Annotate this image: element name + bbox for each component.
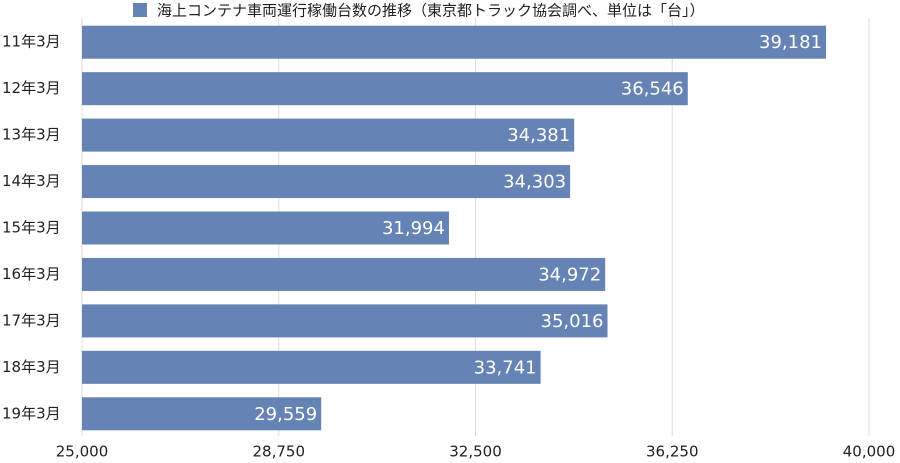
- y-tick-label: 17年3月: [2, 311, 61, 329]
- x-tick-label: 28,750: [253, 443, 306, 461]
- x-tick-label: 40,000: [843, 443, 896, 461]
- value-label: 39,181: [759, 32, 822, 53]
- x-tick-label: 25,000: [56, 443, 109, 461]
- value-label: 31,994: [382, 218, 445, 239]
- y-tick-label: 11年3月: [2, 33, 61, 51]
- bar: [82, 72, 688, 106]
- legend-swatch: [133, 3, 147, 17]
- x-tick-label: 36,250: [646, 443, 699, 461]
- value-label: 35,016: [541, 311, 604, 332]
- bar: [82, 118, 575, 152]
- y-tick-label: 19年3月: [2, 404, 61, 422]
- value-label: 34,381: [507, 125, 570, 146]
- value-label: 36,546: [621, 79, 684, 100]
- y-tick-label: 13年3月: [2, 126, 61, 144]
- value-label: 29,559: [254, 404, 317, 425]
- bar: [82, 25, 827, 59]
- bar: [82, 165, 571, 199]
- bar: [82, 304, 608, 338]
- y-tick-label: 18年3月: [2, 358, 61, 376]
- legend-label: 海上コンテナ車両運行稼働台数の推移（東京都トラック協会調べ、単位は「台」）: [157, 2, 705, 20]
- bar: [82, 397, 322, 431]
- y-tick-label: 15年3月: [2, 219, 61, 237]
- value-label: 34,972: [538, 264, 601, 285]
- bar: [82, 257, 606, 291]
- y-tick-label: 16年3月: [2, 265, 61, 283]
- value-label: 34,303: [503, 172, 566, 193]
- bar: [82, 350, 541, 384]
- y-tick-label: 14年3月: [2, 172, 61, 190]
- value-label: 33,741: [474, 357, 537, 378]
- y-tick-label: 12年3月: [2, 79, 61, 97]
- x-tick-label: 32,500: [449, 443, 502, 461]
- bar: [82, 211, 449, 245]
